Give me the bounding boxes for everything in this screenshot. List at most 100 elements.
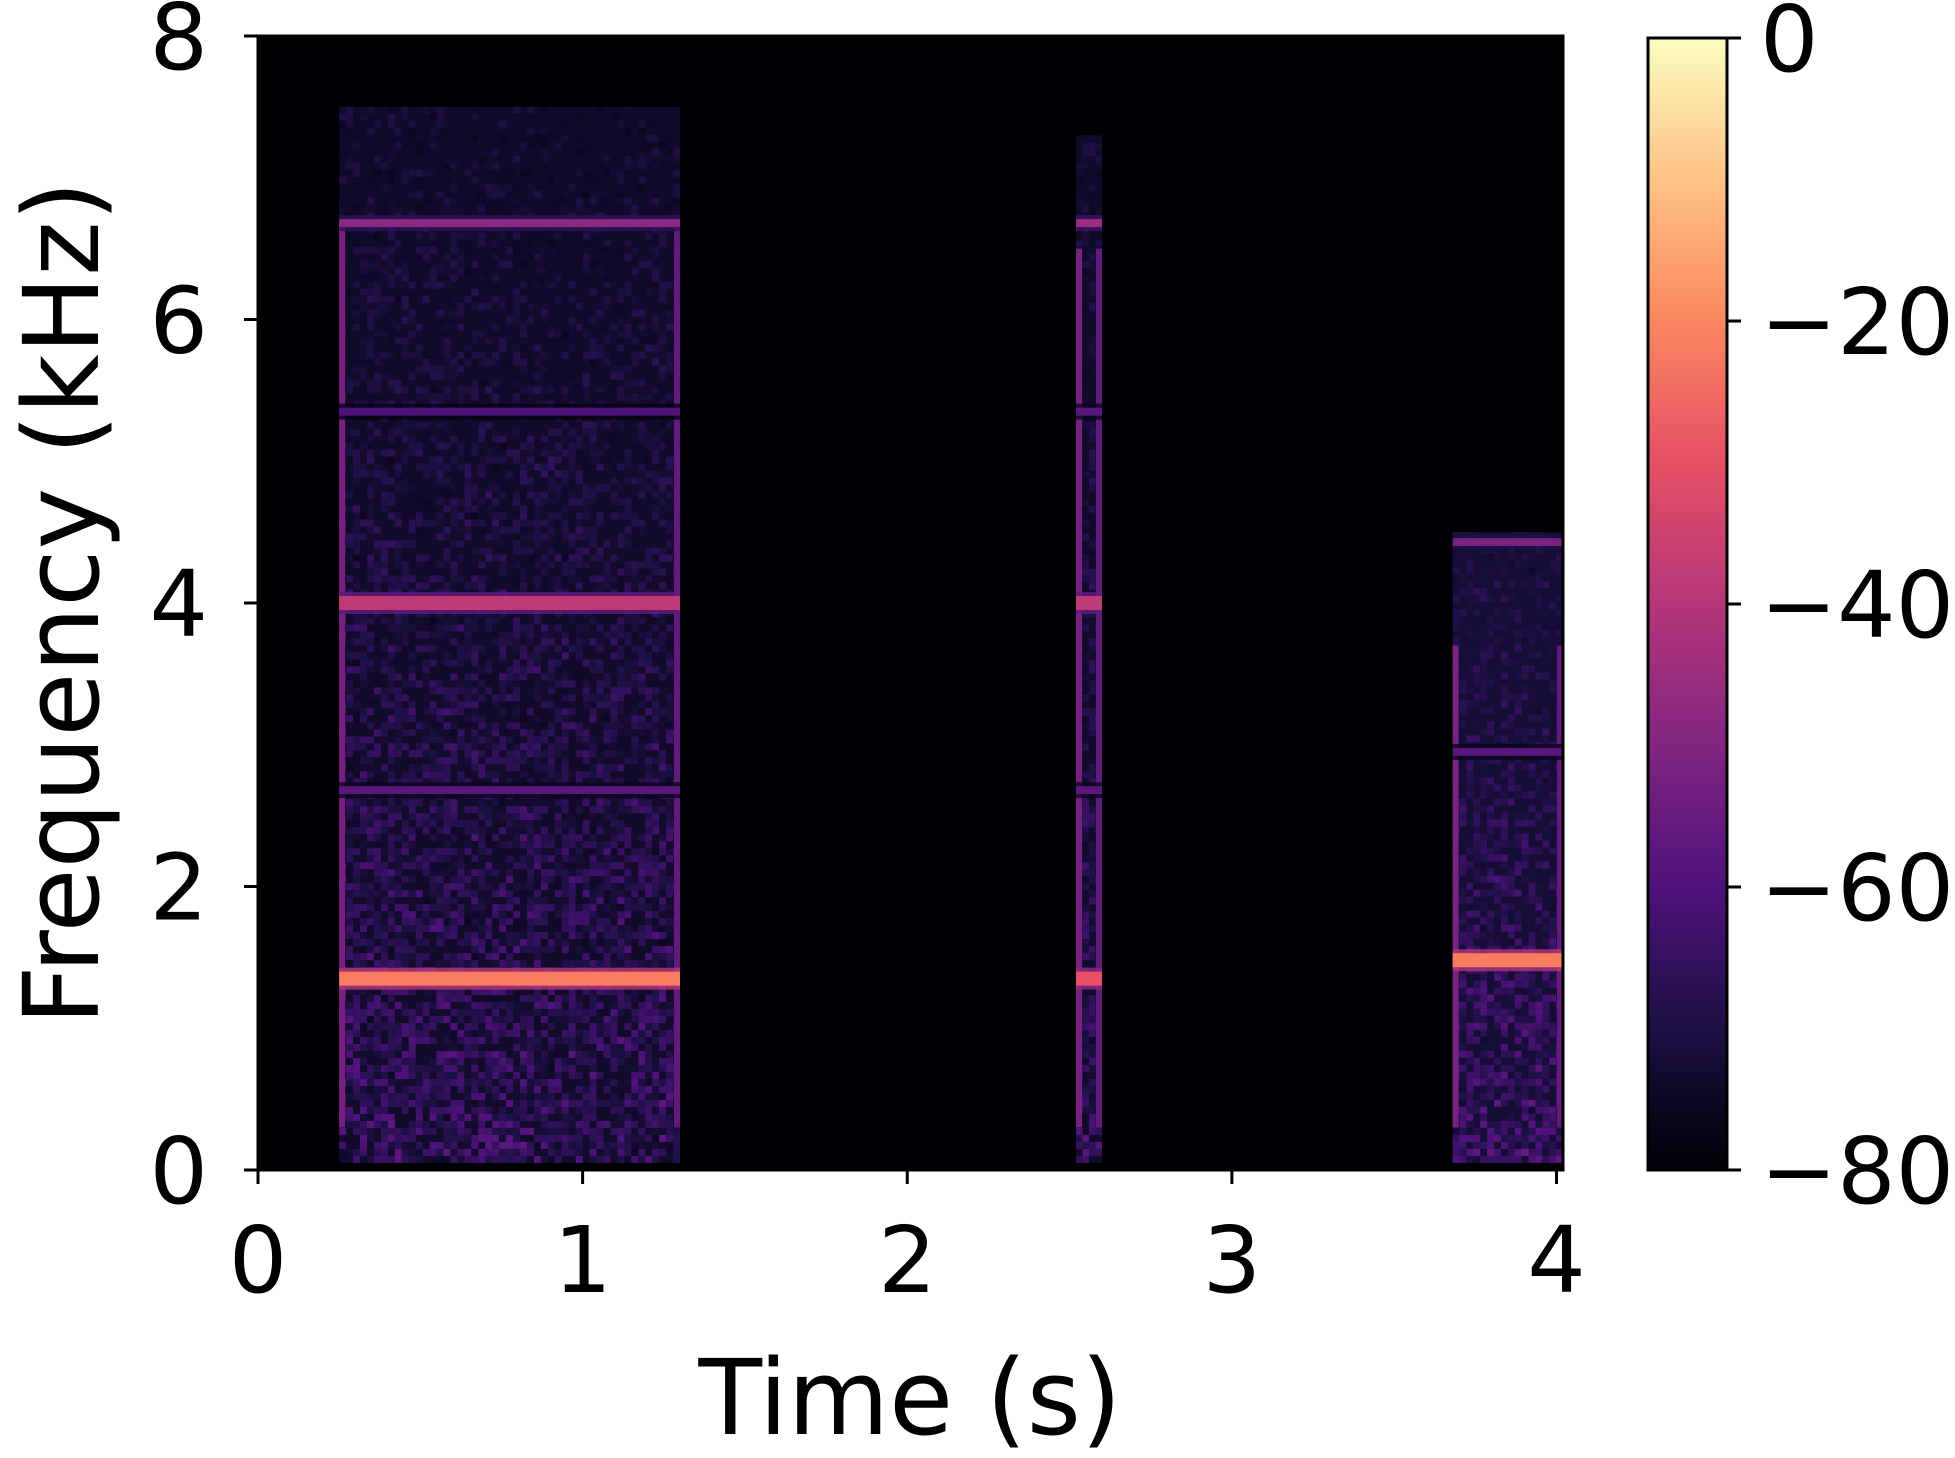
- noise-cell: [506, 470, 514, 478]
- noise-cell: [554, 1155, 562, 1163]
- noise-cell: [401, 1009, 409, 1017]
- noise-cell: [443, 540, 451, 548]
- noise-cell: [596, 1121, 604, 1128]
- noise-cell: [610, 1107, 618, 1114]
- noise-cell: [554, 309, 562, 317]
- noise-cell: [353, 715, 361, 723]
- noise-cell: [589, 1051, 597, 1058]
- noise-cell: [485, 1141, 493, 1149]
- noise-cell: [666, 848, 674, 856]
- noise-cell: [1082, 617, 1090, 625]
- noise-cell: [554, 1009, 562, 1017]
- noise-cell: [533, 680, 541, 688]
- noise-cell: [589, 1114, 597, 1121]
- noise-cell: [533, 505, 541, 513]
- noise-cell: [610, 1065, 618, 1072]
- noise-cell: [638, 435, 646, 443]
- noise-cell: [659, 806, 667, 814]
- noise-cell: [520, 1058, 527, 1065]
- noise-cell: [1514, 637, 1522, 645]
- noise-cell: [401, 617, 409, 625]
- noise-cell: [422, 1072, 430, 1079]
- noise-cell: [422, 666, 430, 674]
- noise-cell: [659, 883, 667, 891]
- noise-cell: [499, 120, 507, 128]
- noise-cell: [596, 330, 604, 338]
- noise-cell: [617, 1127, 625, 1135]
- noise-cell: [436, 883, 444, 891]
- noise-cell: [394, 365, 402, 373]
- noise-cell: [373, 1079, 381, 1086]
- noise-cell: [540, 841, 548, 849]
- noise-cell: [443, 1065, 451, 1072]
- noise-cell: [373, 155, 381, 163]
- noise-cell: [464, 876, 472, 884]
- noise-cell: [443, 365, 451, 373]
- noise-cell: [485, 190, 493, 198]
- noise-cell: [450, 848, 458, 856]
- noise-cell: [353, 820, 361, 828]
- noise-cell: [624, 561, 632, 569]
- noise-cell: [540, 316, 548, 324]
- noise-cell: [499, 190, 507, 198]
- noise-cell: [513, 862, 521, 870]
- noise-cell: [638, 897, 646, 905]
- noise-cell: [547, 498, 555, 506]
- noise-cell: [631, 813, 639, 821]
- noise-cell: [367, 554, 374, 562]
- noise-cell: [638, 652, 646, 660]
- noise-cell: [527, 127, 534, 135]
- noise-cell: [527, 1016, 534, 1023]
- noise-cell: [506, 897, 514, 905]
- noise-cell: [499, 778, 507, 786]
- noise-cell: [1521, 735, 1529, 743]
- noise-cell: [617, 197, 625, 205]
- noise-cell: [387, 113, 395, 121]
- noise-cell: [367, 1155, 374, 1163]
- noise-cell: [547, 820, 555, 828]
- noise-cell: [422, 1002, 430, 1010]
- noise-cell: [1480, 686, 1488, 694]
- noise-cell: [540, 267, 548, 275]
- noise-cell: [645, 764, 653, 772]
- noise-cell: [471, 1023, 479, 1030]
- noise-cell: [422, 1065, 430, 1072]
- noise-cell: [610, 1016, 618, 1023]
- noise-cell: [666, 813, 674, 821]
- noise-cell: [617, 743, 625, 751]
- noise-cell: [603, 869, 611, 877]
- noise-cell: [1089, 484, 1096, 492]
- noise-cell: [1089, 778, 1096, 786]
- noise-cell: [387, 645, 395, 653]
- noise-cell: [360, 869, 367, 877]
- noise-cell: [533, 372, 541, 380]
- noise-cell: [499, 1127, 507, 1135]
- noise-cell: [1500, 826, 1508, 834]
- noise-cell: [443, 925, 451, 933]
- noise-cell: [603, 169, 611, 177]
- noise-cell: [1089, 876, 1096, 884]
- noise-cell: [547, 855, 555, 863]
- noise-cell: [450, 1009, 458, 1017]
- noise-cell: [547, 743, 555, 751]
- noise-cell: [464, 939, 472, 947]
- noise-cell: [610, 498, 618, 506]
- noise-cell: [499, 344, 507, 352]
- noise-cell: [561, 918, 569, 926]
- noise-cell: [624, 127, 632, 135]
- noise-cell: [582, 561, 590, 569]
- noise-cell: [1089, 1148, 1096, 1156]
- noise-cell: [533, 645, 541, 653]
- noise-cell: [367, 379, 374, 387]
- noise-cell: [638, 421, 646, 429]
- noise-cell: [659, 673, 667, 681]
- noise-cell: [596, 1037, 604, 1044]
- noise-cell: [422, 624, 430, 632]
- noise-cell: [373, 1148, 381, 1156]
- noise-cell: [603, 1127, 611, 1135]
- noise-cell: [450, 617, 458, 625]
- noise-cell: [631, 267, 639, 275]
- noise-cell: [1521, 728, 1529, 736]
- noise-cell: [610, 113, 618, 121]
- noise-cell: [631, 1093, 639, 1100]
